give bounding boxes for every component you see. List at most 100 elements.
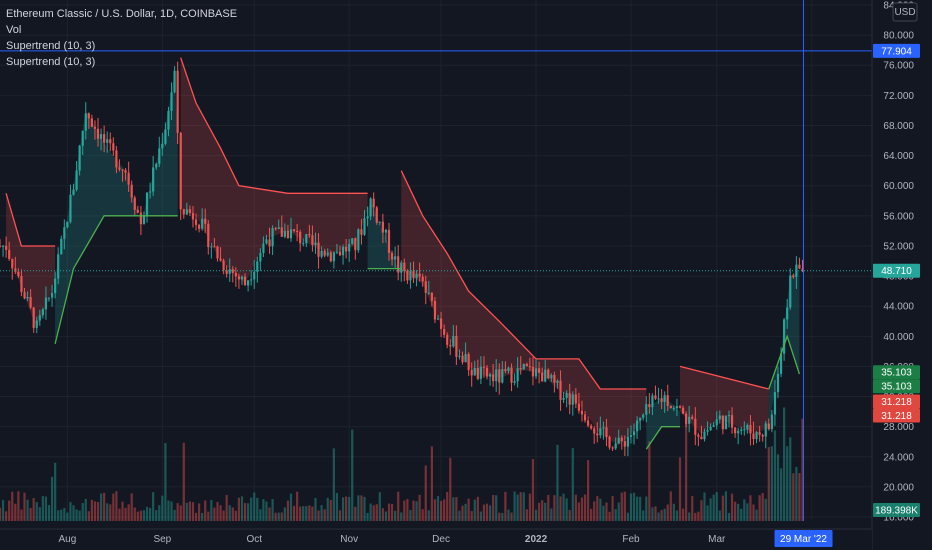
- candle-body: [636, 420, 639, 432]
- candle-body: [614, 443, 617, 449]
- volume-bar: [443, 499, 446, 521]
- price-tick-label: 20.000: [883, 482, 914, 493]
- candle-body: [645, 404, 648, 415]
- volume-bar: [99, 493, 103, 521]
- candle-body: [394, 256, 397, 260]
- candle-body: [17, 271, 20, 276]
- volume-bar: [632, 492, 636, 521]
- candle-body: [280, 227, 283, 237]
- candle-body: [721, 415, 724, 430]
- volume-bar: [182, 442, 185, 521]
- volume-bar: [127, 504, 130, 521]
- candle-body: [424, 281, 427, 293]
- volume-bar: [541, 500, 544, 521]
- candle-body: [121, 169, 124, 171]
- candle-body: [541, 372, 544, 382]
- volume-bar: [424, 465, 427, 521]
- volume-bar: [629, 493, 633, 521]
- volume-bar: [534, 509, 538, 521]
- candle-body: [406, 270, 409, 281]
- volume-bar: [302, 506, 305, 521]
- candle-body: [470, 370, 473, 376]
- candle-body: [617, 437, 620, 444]
- candle-body: [571, 394, 574, 405]
- currency-badge: [892, 2, 918, 22]
- price-tick-label: 16.000: [883, 513, 914, 524]
- volume-bar: [390, 503, 394, 521]
- volume-bar: [724, 491, 728, 521]
- candle-body: [360, 229, 363, 235]
- time-tick-label: Oct: [246, 534, 262, 545]
- candle-body: [452, 336, 455, 347]
- volume-bar: [562, 493, 565, 521]
- volume-bar: [320, 505, 323, 521]
- volume-bar: [433, 499, 437, 521]
- volume-bar: [488, 505, 492, 521]
- candle-body: [243, 276, 247, 286]
- volume-bar: [176, 503, 179, 521]
- candle-body: [240, 276, 244, 280]
- candle-body: [158, 148, 161, 164]
- indicator-vol[interactable]: Vol: [6, 24, 22, 36]
- volume-bar: [72, 505, 75, 521]
- volume-bar: [516, 494, 519, 521]
- candle-body: [323, 250, 326, 256]
- candle-body: [501, 369, 504, 383]
- supertrend-up-fill: [768, 270, 800, 427]
- candle-body: [412, 271, 415, 278]
- candle-body: [430, 292, 433, 301]
- candle-body: [605, 427, 608, 437]
- volume-bar: [421, 509, 424, 521]
- volume-bar: [311, 506, 314, 521]
- volume-bar: [155, 510, 158, 521]
- candle-body: [657, 398, 660, 400]
- candle-body: [562, 397, 565, 400]
- candle-body: [130, 184, 133, 198]
- last-price-label: 48.710: [881, 266, 912, 277]
- candle-body: [403, 262, 406, 271]
- volume-bar: [84, 498, 87, 521]
- candle-body: [694, 418, 697, 435]
- volume-bar: [519, 492, 522, 521]
- candle-body: [96, 128, 100, 139]
- candle-body: [700, 436, 703, 440]
- volume-bar: [345, 496, 348, 521]
- candle-body: [302, 243, 305, 245]
- volume-bar: [571, 448, 574, 521]
- candle-body: [127, 172, 130, 185]
- candle-body: [387, 229, 391, 253]
- volume-bar: [259, 509, 262, 521]
- candle-body: [458, 355, 461, 357]
- volume-bar: [363, 496, 366, 521]
- volume-bar: [556, 444, 559, 521]
- supertrend-down-label-2: 31.218: [881, 411, 912, 422]
- supertrend-up-line: [54, 215, 178, 345]
- volume-bar: [779, 468, 783, 521]
- volume-label-bg: [873, 503, 920, 517]
- indicator-supertrend-1[interactable]: Supertrend (10, 3): [6, 40, 96, 52]
- candle-body: [669, 405, 672, 409]
- volume-bar: [737, 503, 740, 521]
- volume-bar: [207, 511, 210, 521]
- candle-body: [63, 227, 66, 239]
- volume-bar: [513, 491, 516, 521]
- candle-body: [522, 363, 525, 370]
- indicator-supertrend-2[interactable]: Supertrend (10, 3): [6, 56, 96, 68]
- candle-body: [724, 416, 728, 430]
- volume-bar: [639, 496, 642, 521]
- volume-bar: [308, 505, 311, 521]
- candle-body: [185, 209, 188, 215]
- volume-bar: [783, 407, 786, 521]
- candle-body: [118, 167, 121, 170]
- volume-bar: [721, 495, 724, 521]
- candle-body: [225, 270, 228, 274]
- volume-bar: [580, 497, 584, 521]
- volume-bar: [354, 506, 357, 521]
- volume-bar: [256, 497, 259, 521]
- candle-body: [537, 368, 541, 373]
- volume-bar: [409, 510, 412, 521]
- candle-body: [596, 433, 599, 436]
- candle-body: [87, 113, 90, 119]
